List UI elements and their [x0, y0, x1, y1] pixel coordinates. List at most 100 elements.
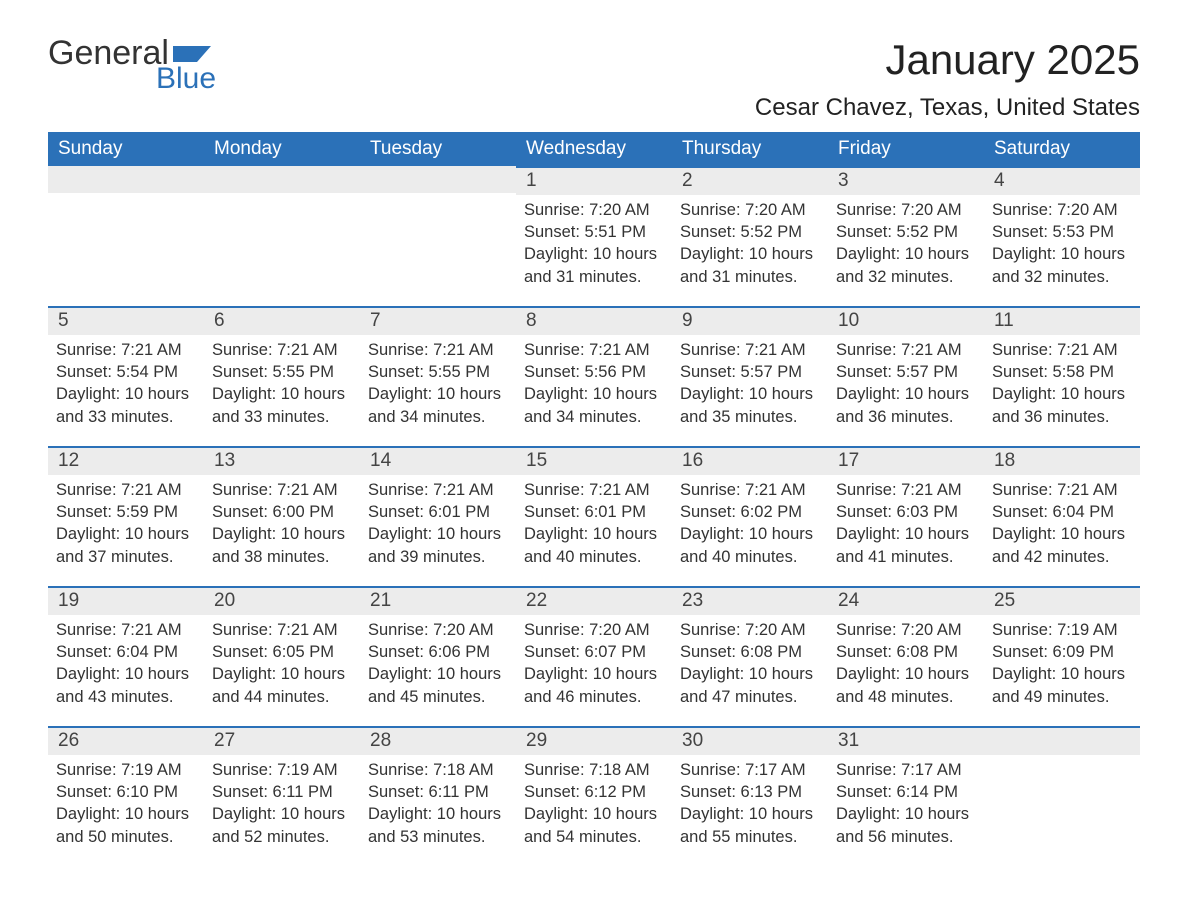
- sunrise-line: Sunrise: 7:20 AM: [680, 619, 820, 641]
- day-content: Sunrise: 7:21 AMSunset: 5:56 PMDaylight:…: [516, 335, 672, 434]
- sunset-line: Sunset: 5:57 PM: [680, 361, 820, 383]
- day-content: Sunrise: 7:21 AMSunset: 6:04 PMDaylight:…: [48, 615, 204, 714]
- daylight-line: Daylight: 10 hours and 31 minutes.: [680, 243, 820, 288]
- daynum-bar: 3: [828, 166, 984, 195]
- daynum-bar: 14: [360, 446, 516, 475]
- calendar-cell: 10Sunrise: 7:21 AMSunset: 5:57 PMDayligh…: [828, 306, 984, 446]
- sunrise-line: Sunrise: 7:20 AM: [524, 619, 664, 641]
- daylight-line: Daylight: 10 hours and 56 minutes.: [836, 803, 976, 848]
- location-label: Cesar Chavez, Texas, United States: [755, 94, 1140, 122]
- day-content: Sunrise: 7:21 AMSunset: 5:59 PMDaylight:…: [48, 475, 204, 574]
- daylight-line: Daylight: 10 hours and 36 minutes.: [992, 383, 1132, 428]
- daynum-bar: 6: [204, 306, 360, 335]
- day-content: Sunrise: 7:19 AMSunset: 6:11 PMDaylight:…: [204, 755, 360, 854]
- daylight-line: Daylight: 10 hours and 37 minutes.: [56, 523, 196, 568]
- calendar-cell: 4Sunrise: 7:20 AMSunset: 5:53 PMDaylight…: [984, 166, 1140, 306]
- sunrise-line: Sunrise: 7:21 AM: [56, 619, 196, 641]
- sunrise-line: Sunrise: 7:19 AM: [56, 759, 196, 781]
- calendar-cell: 9Sunrise: 7:21 AMSunset: 5:57 PMDaylight…: [672, 306, 828, 446]
- sunset-line: Sunset: 6:00 PM: [212, 501, 352, 523]
- daylight-line: Daylight: 10 hours and 32 minutes.: [836, 243, 976, 288]
- day-content: Sunrise: 7:19 AMSunset: 6:10 PMDaylight:…: [48, 755, 204, 854]
- daynum-bar: 9: [672, 306, 828, 335]
- calendar-week-row: 5Sunrise: 7:21 AMSunset: 5:54 PMDaylight…: [48, 306, 1140, 446]
- calendar-cell: 11Sunrise: 7:21 AMSunset: 5:58 PMDayligh…: [984, 306, 1140, 446]
- calendar-body: 1Sunrise: 7:20 AMSunset: 5:51 PMDaylight…: [48, 166, 1140, 866]
- day-content: Sunrise: 7:21 AMSunset: 6:03 PMDaylight:…: [828, 475, 984, 574]
- sunset-line: Sunset: 6:05 PM: [212, 641, 352, 663]
- month-title: January 2025: [755, 36, 1140, 84]
- daylight-line: Daylight: 10 hours and 45 minutes.: [368, 663, 508, 708]
- calendar-week-row: 12Sunrise: 7:21 AMSunset: 5:59 PMDayligh…: [48, 446, 1140, 586]
- daylight-line: Daylight: 10 hours and 38 minutes.: [212, 523, 352, 568]
- day-content: Sunrise: 7:21 AMSunset: 5:57 PMDaylight:…: [672, 335, 828, 434]
- day-content: Sunrise: 7:21 AMSunset: 6:02 PMDaylight:…: [672, 475, 828, 574]
- daylight-line: Daylight: 10 hours and 41 minutes.: [836, 523, 976, 568]
- day-content: Sunrise: 7:21 AMSunset: 6:01 PMDaylight:…: [360, 475, 516, 574]
- sunrise-line: Sunrise: 7:21 AM: [680, 479, 820, 501]
- daylight-line: Daylight: 10 hours and 43 minutes.: [56, 663, 196, 708]
- daynum-bar: 19: [48, 586, 204, 615]
- sunrise-line: Sunrise: 7:21 AM: [524, 339, 664, 361]
- day-content: Sunrise: 7:20 AMSunset: 5:52 PMDaylight:…: [828, 195, 984, 294]
- day-content: Sunrise: 7:20 AMSunset: 5:52 PMDaylight:…: [672, 195, 828, 294]
- calendar-cell: 12Sunrise: 7:21 AMSunset: 5:59 PMDayligh…: [48, 446, 204, 586]
- calendar-cell: 3Sunrise: 7:20 AMSunset: 5:52 PMDaylight…: [828, 166, 984, 306]
- sunset-line: Sunset: 6:04 PM: [992, 501, 1132, 523]
- calendar-cell: 17Sunrise: 7:21 AMSunset: 6:03 PMDayligh…: [828, 446, 984, 586]
- calendar-cell: 21Sunrise: 7:20 AMSunset: 6:06 PMDayligh…: [360, 586, 516, 726]
- weekday-header: Friday: [828, 132, 984, 166]
- daylight-line: Daylight: 10 hours and 40 minutes.: [680, 523, 820, 568]
- daynum-bar: 25: [984, 586, 1140, 615]
- sunrise-line: Sunrise: 7:21 AM: [56, 339, 196, 361]
- sunrise-line: Sunrise: 7:21 AM: [836, 479, 976, 501]
- day-content: Sunrise: 7:21 AMSunset: 6:05 PMDaylight:…: [204, 615, 360, 714]
- sunset-line: Sunset: 6:01 PM: [524, 501, 664, 523]
- daynum-bar: 20: [204, 586, 360, 615]
- day-content: Sunrise: 7:21 AMSunset: 5:55 PMDaylight:…: [204, 335, 360, 434]
- sunrise-line: Sunrise: 7:21 AM: [836, 339, 976, 361]
- sunrise-line: Sunrise: 7:21 AM: [368, 479, 508, 501]
- calendar-cell: 24Sunrise: 7:20 AMSunset: 6:08 PMDayligh…: [828, 586, 984, 726]
- calendar-cell: 6Sunrise: 7:21 AMSunset: 5:55 PMDaylight…: [204, 306, 360, 446]
- day-content: Sunrise: 7:17 AMSunset: 6:13 PMDaylight:…: [672, 755, 828, 854]
- daynum-bar-empty: [360, 166, 516, 193]
- sunset-line: Sunset: 6:06 PM: [368, 641, 508, 663]
- daylight-line: Daylight: 10 hours and 49 minutes.: [992, 663, 1132, 708]
- daynum-bar: 30: [672, 726, 828, 755]
- sunset-line: Sunset: 6:03 PM: [836, 501, 976, 523]
- daynum-bar: 26: [48, 726, 204, 755]
- sunset-line: Sunset: 5:54 PM: [56, 361, 196, 383]
- weekday-header: Tuesday: [360, 132, 516, 166]
- daylight-line: Daylight: 10 hours and 53 minutes.: [368, 803, 508, 848]
- sunset-line: Sunset: 6:02 PM: [680, 501, 820, 523]
- weekday-header: Wednesday: [516, 132, 672, 166]
- daylight-line: Daylight: 10 hours and 54 minutes.: [524, 803, 664, 848]
- day-content: Sunrise: 7:20 AMSunset: 6:07 PMDaylight:…: [516, 615, 672, 714]
- calendar-cell: 30Sunrise: 7:17 AMSunset: 6:13 PMDayligh…: [672, 726, 828, 866]
- daylight-line: Daylight: 10 hours and 31 minutes.: [524, 243, 664, 288]
- sunset-line: Sunset: 6:11 PM: [368, 781, 508, 803]
- daylight-line: Daylight: 10 hours and 46 minutes.: [524, 663, 664, 708]
- sunrise-line: Sunrise: 7:21 AM: [212, 619, 352, 641]
- calendar-cell: 7Sunrise: 7:21 AMSunset: 5:55 PMDaylight…: [360, 306, 516, 446]
- weekday-row: SundayMondayTuesdayWednesdayThursdayFrid…: [48, 132, 1140, 166]
- daynum-bar: 22: [516, 586, 672, 615]
- calendar-cell: 8Sunrise: 7:21 AMSunset: 5:56 PMDaylight…: [516, 306, 672, 446]
- daynum-bar: 28: [360, 726, 516, 755]
- daynum-bar-empty: [984, 726, 1140, 755]
- day-content: Sunrise: 7:21 AMSunset: 6:00 PMDaylight:…: [204, 475, 360, 574]
- logo-word-blue: Blue: [156, 64, 216, 94]
- sunrise-line: Sunrise: 7:21 AM: [992, 479, 1132, 501]
- sunset-line: Sunset: 5:53 PM: [992, 221, 1132, 243]
- calendar-cell: 15Sunrise: 7:21 AMSunset: 6:01 PMDayligh…: [516, 446, 672, 586]
- sunrise-line: Sunrise: 7:17 AM: [680, 759, 820, 781]
- sunset-line: Sunset: 5:57 PM: [836, 361, 976, 383]
- sunrise-line: Sunrise: 7:20 AM: [368, 619, 508, 641]
- sunrise-line: Sunrise: 7:21 AM: [56, 479, 196, 501]
- daylight-line: Daylight: 10 hours and 33 minutes.: [56, 383, 196, 428]
- sunset-line: Sunset: 5:59 PM: [56, 501, 196, 523]
- sunrise-line: Sunrise: 7:20 AM: [524, 199, 664, 221]
- daynum-bar: 27: [204, 726, 360, 755]
- sunset-line: Sunset: 6:14 PM: [836, 781, 976, 803]
